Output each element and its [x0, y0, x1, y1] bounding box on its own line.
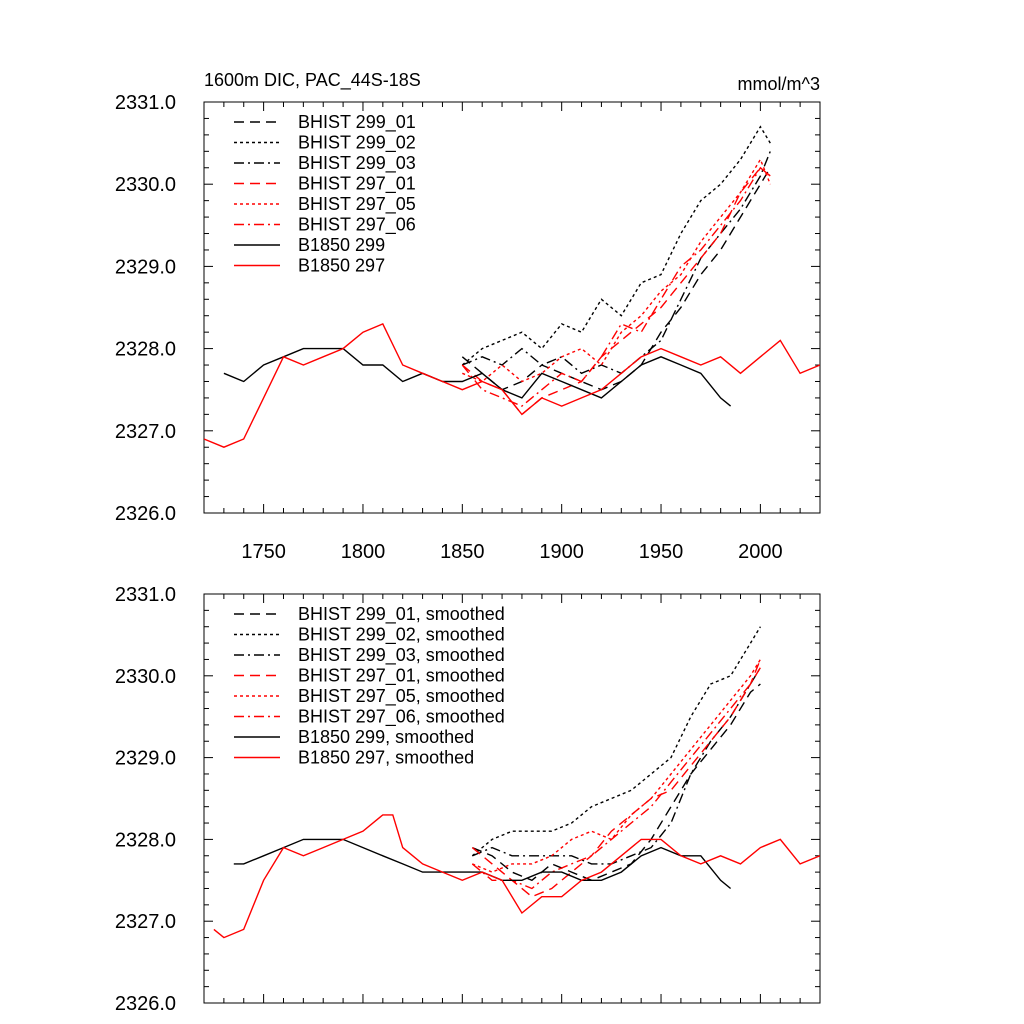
y-tick-label: 2326.0 — [115, 993, 176, 1015]
legend-label: B1850 299 — [298, 235, 385, 255]
series-line-7 — [223, 347, 732, 407]
x-tick-label: 2000 — [738, 541, 783, 563]
series-line-6 — [471, 667, 761, 890]
chart-panel-1: 2326.0 2327.0 2328.0 2329.0 2330.0 2331.0 1750… — [115, 70, 821, 563]
legend-label: BHIST 297_01 — [298, 174, 416, 195]
legend-label: BHIST 299_03, smoothed — [298, 645, 505, 666]
series-line-8 — [204, 322, 820, 448]
series-line-8 — [213, 814, 820, 939]
x-tick-label: 1950 — [639, 541, 684, 563]
y-tick-label: 2331.0 — [115, 584, 176, 606]
x-tick-label: 1850 — [440, 541, 485, 563]
legend-label: BHIST 297_05 — [298, 194, 416, 215]
y-tick-label: 2329.0 — [115, 256, 176, 278]
legend-label: BHIST 299_02 — [298, 133, 416, 154]
y-tick-label: 2328.0 — [115, 829, 176, 851]
y-tick-label: 2329.0 — [115, 748, 176, 770]
x-tick-label: 1900 — [539, 541, 584, 563]
plot-frame — [203, 101, 821, 514]
legend-label: BHIST 299_03 — [298, 153, 416, 174]
y-tick-label: 2327.0 — [115, 421, 176, 443]
chart-panel-2: 2326.0 2327.0 2328.0 2329.0 2330.0 2331.0 BHIS… — [115, 584, 821, 1015]
series-line-6 — [461, 166, 771, 407]
y-tick-label: 2326.0 — [115, 503, 176, 525]
series-line-2 — [461, 125, 771, 366]
legend-label: BHIST 297_01, smoothed — [298, 666, 505, 687]
series-line-5 — [472, 659, 761, 873]
legend-label: B1850 299, smoothed — [298, 727, 474, 747]
y-tick-label: 2327.0 — [115, 911, 176, 933]
legend-label: BHIST 297_06 — [298, 215, 416, 236]
plot-frame — [203, 593, 821, 1004]
y-tick-label: 2331.0 — [115, 92, 176, 114]
units-label: mmol/m^3 — [738, 74, 820, 94]
series-line-5 — [462, 157, 771, 383]
legend-label: BHIST 299_01, smoothed — [298, 604, 505, 625]
chart-title: 1600m DIC, PAC_44S-18S — [204, 70, 421, 91]
series-line-4 — [471, 659, 762, 898]
series-line-2 — [471, 626, 761, 857]
legend-label: BHIST 299_02, smoothed — [298, 625, 505, 646]
legend-label: B1850 297, smoothed — [298, 748, 474, 768]
series-line-1 — [472, 683, 761, 882]
y-tick-label: 2328.0 — [115, 339, 176, 361]
series-line-1 — [461, 167, 771, 391]
legend-label: BHIST 297_06, smoothed — [298, 707, 505, 728]
legend-label: B1850 297 — [298, 256, 385, 276]
legend-label: BHIST 299_01 — [298, 112, 416, 133]
series-line-3 — [472, 667, 761, 865]
y-tick-label: 2330.0 — [115, 174, 176, 196]
series-line-3 — [462, 151, 771, 375]
y-tick-label: 2330.0 — [115, 666, 176, 688]
legend-label: BHIST 297_05, smoothed — [298, 686, 505, 707]
x-tick-label: 1800 — [341, 541, 386, 563]
x-tick-label: 1750 — [241, 541, 286, 563]
